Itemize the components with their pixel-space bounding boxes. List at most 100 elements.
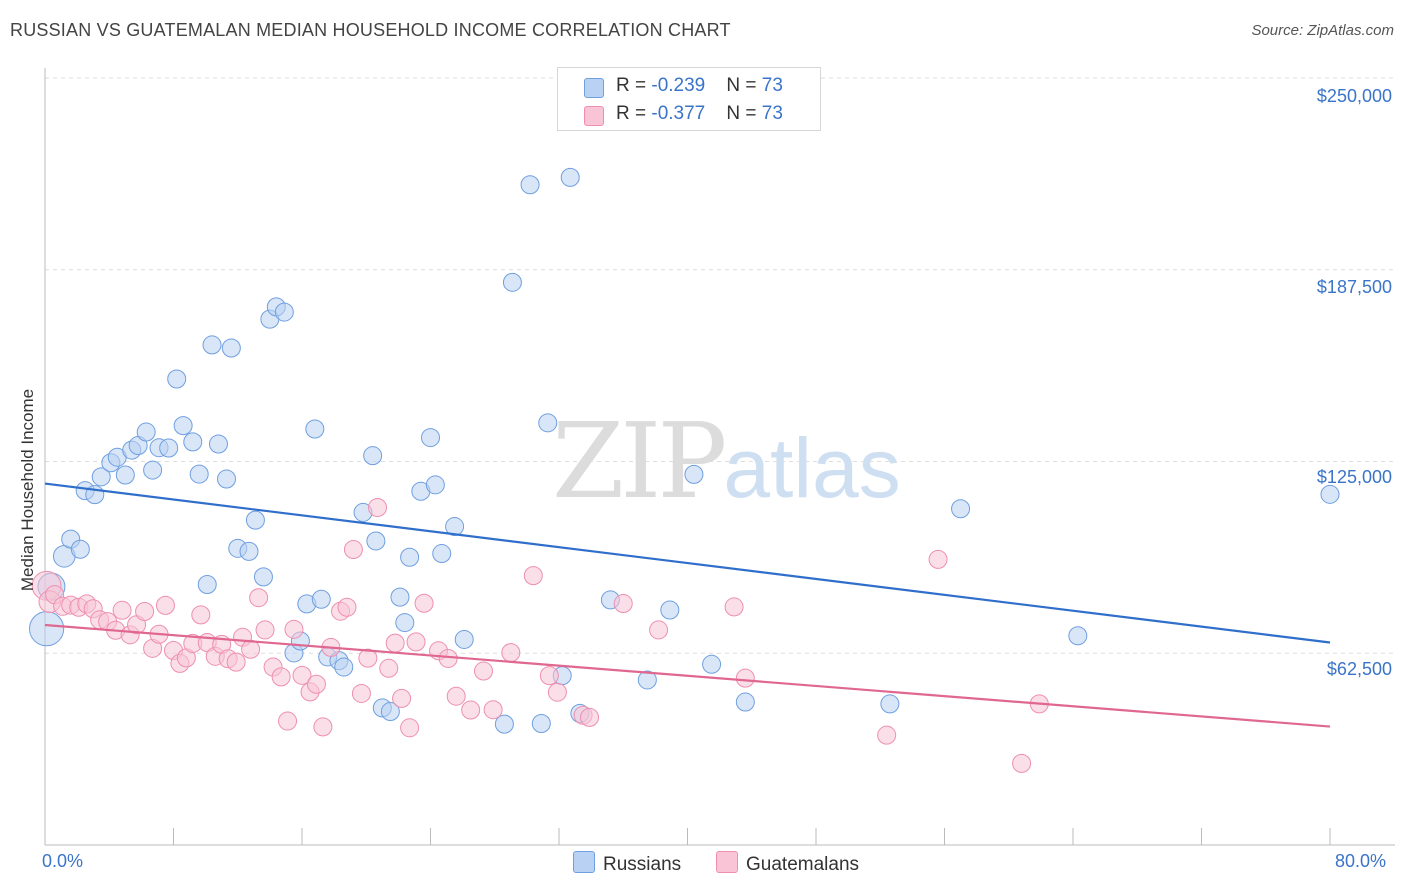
point-russians xyxy=(502,272,522,292)
point-russians xyxy=(173,416,193,436)
point-guatemalans xyxy=(539,666,559,686)
point-russians xyxy=(1320,484,1340,504)
x-tick-label-max: 80.0% xyxy=(1335,851,1387,871)
point-russians xyxy=(560,167,580,187)
y-axis-label-container: Median Household Income xyxy=(16,340,40,640)
point-guatemalans xyxy=(580,707,600,727)
bottom-legend-russians: Russians xyxy=(573,851,681,876)
stats-legend: R = -0.239 N = 73 R = -0.377 N = 73 xyxy=(557,67,821,131)
point-russians xyxy=(380,702,400,722)
point-russians xyxy=(421,428,440,448)
point-russians xyxy=(91,467,111,487)
point-russians xyxy=(538,413,558,433)
point-guatemalans xyxy=(367,498,387,518)
point-guatemalans xyxy=(226,652,246,672)
point-guatemalans xyxy=(292,665,312,685)
point-guatemalans xyxy=(724,597,744,617)
point-guatemalans xyxy=(241,639,261,659)
point-guatemalans xyxy=(284,619,304,639)
point-russians xyxy=(217,469,237,489)
point-russians xyxy=(425,475,445,495)
point-russians xyxy=(197,575,217,595)
trend-line-russians xyxy=(44,482,1331,644)
point-guatemalans xyxy=(379,658,399,678)
point-guatemalans xyxy=(306,674,326,694)
point-guatemalans xyxy=(271,667,291,687)
legend-text-guatemalans: R = -0.377 N = 73 xyxy=(616,103,783,124)
point-russians xyxy=(253,567,273,587)
point-russians xyxy=(1068,626,1088,646)
point-russians xyxy=(445,517,465,537)
point-russians xyxy=(390,587,410,607)
point-russians xyxy=(208,434,228,454)
point-russians xyxy=(951,499,971,519)
point-russians xyxy=(274,302,294,322)
point-guatemalans xyxy=(392,688,412,708)
point-russians xyxy=(305,419,325,439)
point-guatemalans xyxy=(385,633,405,653)
watermark-zip: ZIP xyxy=(552,400,727,522)
y-tick-label-187500: $187,500 xyxy=(1316,277,1392,297)
point-russians xyxy=(637,670,657,690)
point-guatemalans xyxy=(928,549,948,569)
point-russians xyxy=(520,175,540,195)
point-russians xyxy=(531,714,551,734)
point-russians xyxy=(454,629,474,649)
point-russians xyxy=(363,446,383,466)
point-russians xyxy=(432,544,452,564)
point-russians xyxy=(183,432,203,452)
point-guatemalans xyxy=(877,725,897,745)
point-russians xyxy=(202,335,222,355)
point-russians xyxy=(334,657,354,677)
x-tick-label-min: 0.0% xyxy=(42,851,84,871)
y-axis-label: Median Household Income xyxy=(18,388,37,592)
y-tick-label-250000: $250,000 xyxy=(1316,86,1392,106)
point-russians xyxy=(684,464,704,484)
bottom-legend-swatch-guatemalans xyxy=(716,851,738,873)
point-guatemalans xyxy=(337,597,357,617)
point-guatemalans xyxy=(414,593,434,613)
point-guatemalans xyxy=(313,717,333,737)
point-guatemalans xyxy=(155,595,175,615)
point-guatemalans xyxy=(474,661,494,681)
point-guatemalans xyxy=(255,620,275,640)
y-tick-label-62500: $62,500 xyxy=(1326,659,1392,679)
bottom-legend-label-russians: Russians xyxy=(603,854,682,875)
point-russians xyxy=(189,464,209,484)
point-guatemalans xyxy=(501,643,521,663)
chart-title: RUSSIAN VS GUATEMALAN MEDIAN HOUSEHOLD I… xyxy=(10,20,731,40)
point-guatemalans xyxy=(406,632,426,652)
bottom-legend-label-guatemalans: Guatemalans xyxy=(746,854,860,875)
point-guatemalans xyxy=(343,540,363,560)
legend-text-russians: R = -0.239 N = 73 xyxy=(616,75,783,96)
y-tick-label-125000: $125,000 xyxy=(1316,467,1392,487)
point-russians xyxy=(167,369,187,389)
point-russians xyxy=(221,338,241,358)
point-guatemalans xyxy=(358,648,378,668)
point-guatemalans xyxy=(1012,753,1032,773)
point-russians xyxy=(735,692,755,712)
point-guatemalans xyxy=(191,605,211,625)
axes xyxy=(44,68,1395,846)
point-russians xyxy=(400,547,420,567)
point-russians xyxy=(70,539,90,559)
point-russians xyxy=(494,714,514,734)
point-guatemalans xyxy=(461,700,481,720)
point-guatemalans xyxy=(483,700,503,720)
point-russians xyxy=(115,465,135,485)
point-guatemalans xyxy=(613,594,633,614)
point-russians xyxy=(136,422,156,442)
point-guatemalans xyxy=(547,682,567,702)
point-guatemalans xyxy=(249,588,269,608)
point-guatemalans xyxy=(523,566,543,586)
point-russians xyxy=(395,613,415,633)
point-guatemalans xyxy=(278,711,298,731)
point-guatemalans xyxy=(112,600,132,620)
watermark-atlas: atlas xyxy=(723,421,901,515)
point-guatemalans xyxy=(735,668,755,688)
legend-swatch-guatemalans xyxy=(584,106,604,126)
point-russians xyxy=(660,600,680,620)
point-guatemalans xyxy=(400,718,420,738)
watermark: ZIPatlas xyxy=(552,400,901,522)
